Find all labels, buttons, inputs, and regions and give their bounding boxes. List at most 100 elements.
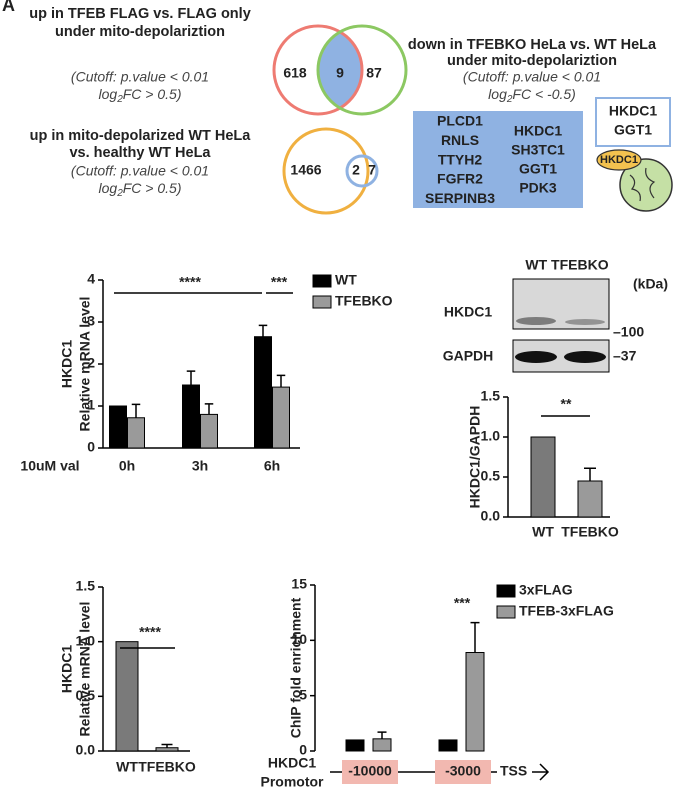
legend-swatch [312,295,332,309]
cutoff: (Cutoff: p.value < 0.01 [71,69,209,85]
x-tick-label: 0h [119,458,135,474]
gene: PLCD1 [437,113,483,129]
y-axis-label: HKDC1 [59,645,75,693]
venn-circle [316,24,408,116]
blot-marker: –37 [613,348,637,364]
venn-circle [345,154,379,188]
gene-box [413,111,583,208]
venn-title: under mito-depolariztion [447,53,617,69]
y-axis-label: HKDC1/GAPDH [467,406,483,509]
y-tick-label: 5 [299,686,307,702]
category-box [435,760,491,784]
legend-swatch [496,605,516,619]
x-tick-label: TFEBKO [561,524,619,540]
gene: SERPINB3 [425,190,495,206]
x-tick-label: TFEBKO [138,759,196,775]
y-tick-label: 2 [87,355,95,371]
error-bar [258,324,268,337]
bar [438,739,458,752]
highlight-gene: HKDC1 [609,103,657,119]
venn-count: 1466 [290,162,321,178]
y-tick-label: 0.0 [76,742,96,758]
blot-row: HKDC1 [444,304,492,320]
error-bar [470,621,480,653]
venn-title: down in TFEBKO HeLa vs. WT HeLa [408,37,657,53]
bar [372,738,392,752]
hkdc1-shape [596,149,642,171]
legend-label: TFEBKO [335,293,393,309]
y-tick-label: 0.5 [481,468,501,484]
bar [254,336,272,449]
venn-overlap [318,26,362,114]
gene: GGT1 [519,161,557,177]
venn-count: 2 [352,162,360,178]
x-axis-end: TSS [500,763,527,779]
significance: *** [271,274,288,290]
venn-circle [282,127,370,215]
y-tick-label: 15 [291,576,307,592]
error-bar [377,731,387,739]
x-tick-label: WT [116,759,138,775]
legend-label: WT [335,272,357,288]
fc-cutoff: log2FC < -0.5) [488,86,576,105]
venn-count: 618 [283,65,307,81]
x-axis-label: HKDC1 [268,755,316,771]
gene: PDK3 [519,180,557,196]
gene: FGFR2 [437,171,483,187]
x-tick-label: 6h [264,458,280,474]
fc-cutoff: log2FC > 0.5) [99,86,182,105]
y-tick-label: 4 [87,271,95,287]
legend-swatch [312,274,332,288]
venn-count: 9 [336,65,344,81]
y-tick-label: 3 [87,313,95,329]
bar [155,747,179,752]
x-tick-label: -3000 [445,763,481,779]
venn-title: up in TFEB FLAG vs. FLAG only [29,6,251,22]
venn-count: 7 [368,162,376,178]
cristae [629,167,656,202]
y-tick-label: 1.0 [76,632,96,648]
cutoff: (Cutoff: p.value < 0.01 [71,163,209,179]
gene: RNLS [441,132,479,148]
significance: **** [139,624,161,640]
blot-lanes: WT TFEBKO [525,257,608,273]
venn-title: under mito-depolariztion [55,24,225,40]
bar [115,641,139,752]
band [565,319,605,325]
x-tick-label: WT [532,524,554,540]
error-bar [186,370,196,385]
bar [182,384,200,449]
band [564,351,606,363]
blot-marker: –100 [613,324,644,340]
y-tick-label: 1 [87,397,95,413]
y-tick-label: 1.5 [481,388,501,404]
band [516,317,556,325]
y-tick-label: 1.0 [481,428,501,444]
bar [127,417,145,449]
y-axis-label: Relative mRNA level [77,297,93,432]
y-tick-label: 1.5 [76,578,96,594]
cutoff: (Cutoff: p.value < 0.01 [463,69,601,85]
gene: SH3TC1 [511,142,565,158]
venn-title: vs. healthy WT HeLa [69,145,211,161]
y-tick-label: 0.0 [481,508,501,524]
legend-label: TFEB-3xFLAG [519,603,614,619]
highlight-gene: GGT1 [614,122,652,138]
gene: TTYH2 [438,151,483,167]
significance: ** [561,396,572,412]
highlight-box [595,97,671,147]
bar [345,739,365,752]
y-tick-label: 0.5 [76,687,96,703]
mito-label: HKDC1 [600,154,638,166]
legend-label: 3xFLAG [519,582,573,598]
mitochondrion [619,158,673,212]
significance: **** [179,274,201,290]
x-axis-label: Promotor [261,774,325,790]
x-tick-label: -10000 [348,763,392,779]
significance: *** [454,595,471,611]
fc-cutoff: log2FC > 0.5) [99,180,182,199]
y-tick-label: 0 [299,742,307,758]
y-axis-label: ChIP fold enrichment [288,597,304,738]
error-bar [276,374,286,388]
bar [465,652,485,752]
